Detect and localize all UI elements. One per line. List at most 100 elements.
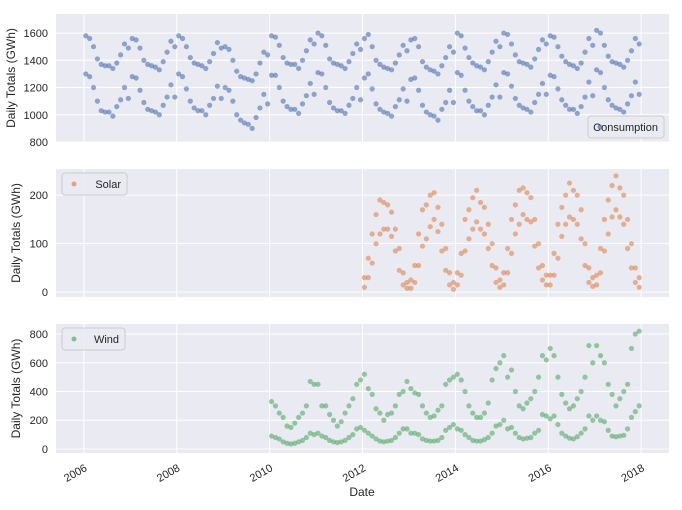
data-point bbox=[334, 108, 340, 114]
data-point bbox=[323, 434, 329, 441]
data-point bbox=[365, 31, 371, 38]
data-point bbox=[400, 388, 406, 395]
data-point bbox=[524, 216, 530, 223]
data-point bbox=[493, 265, 499, 271]
data-point bbox=[303, 403, 309, 409]
data-point bbox=[319, 403, 325, 409]
data-point bbox=[334, 423, 340, 429]
data-point bbox=[307, 80, 313, 87]
data-point bbox=[636, 41, 642, 47]
data-point bbox=[199, 108, 205, 114]
data-point bbox=[276, 42, 282, 48]
data-point bbox=[350, 95, 356, 102]
data-point bbox=[412, 35, 418, 42]
y-axis-label: Daily Totals (GWh) bbox=[9, 339, 23, 439]
data-point bbox=[605, 381, 611, 387]
data-point bbox=[299, 101, 306, 107]
data-point bbox=[133, 37, 139, 43]
data-point bbox=[249, 78, 255, 84]
data-point bbox=[288, 106, 294, 112]
data-point bbox=[237, 117, 244, 123]
data-point bbox=[462, 216, 468, 223]
data-point bbox=[489, 94, 495, 100]
data-point bbox=[508, 367, 515, 373]
legend-marker bbox=[71, 181, 77, 187]
data-point bbox=[466, 434, 472, 441]
subplot-solar: 0 100 200 Daily Totals (GWh) Solar bbox=[9, 169, 669, 299]
data-point bbox=[470, 195, 476, 201]
data-point bbox=[609, 182, 615, 189]
data-point bbox=[493, 365, 499, 372]
data-point bbox=[594, 413, 600, 419]
data-point bbox=[284, 440, 290, 446]
data-point bbox=[574, 221, 580, 227]
data-point bbox=[485, 434, 491, 441]
data-point bbox=[454, 69, 460, 76]
legend-box bbox=[587, 115, 665, 139]
data-point bbox=[470, 437, 476, 443]
data-point bbox=[222, 84, 228, 91]
data-point bbox=[597, 69, 604, 76]
data-point bbox=[481, 437, 488, 443]
data-point bbox=[83, 33, 89, 39]
data-point bbox=[555, 44, 561, 50]
data-point bbox=[462, 388, 468, 395]
data-point bbox=[292, 106, 298, 112]
data-point bbox=[110, 113, 116, 119]
data-point bbox=[539, 37, 546, 43]
data-point bbox=[601, 360, 607, 366]
data-point bbox=[563, 221, 569, 227]
data-point bbox=[555, 421, 561, 428]
data-point bbox=[435, 437, 441, 443]
data-point bbox=[435, 407, 441, 413]
data-point bbox=[416, 391, 422, 397]
data-point bbox=[87, 35, 93, 42]
data-point bbox=[613, 173, 619, 179]
data-point bbox=[431, 413, 437, 419]
data-point bbox=[446, 377, 453, 383]
data-point bbox=[551, 74, 557, 80]
data-point bbox=[396, 52, 402, 58]
data-point bbox=[450, 286, 457, 292]
data-point bbox=[137, 45, 143, 51]
data-point bbox=[574, 192, 580, 198]
data-point bbox=[586, 79, 592, 85]
data-point bbox=[168, 82, 174, 88]
data-point bbox=[597, 30, 604, 36]
data-point bbox=[152, 64, 159, 70]
data-point bbox=[419, 243, 426, 249]
y-tick-label: 400 bbox=[30, 387, 48, 399]
data-point bbox=[319, 71, 325, 77]
data-point bbox=[172, 44, 178, 50]
data-point bbox=[350, 432, 356, 438]
data-point bbox=[508, 41, 515, 47]
data-point bbox=[516, 102, 522, 108]
data-point bbox=[578, 207, 584, 213]
data-point bbox=[563, 59, 569, 65]
data-point bbox=[361, 75, 368, 81]
data-point bbox=[323, 84, 329, 91]
data-point bbox=[377, 438, 383, 444]
data-point bbox=[381, 417, 387, 423]
data-point bbox=[528, 195, 534, 201]
data-point bbox=[458, 272, 464, 278]
data-point bbox=[570, 187, 577, 193]
data-point bbox=[481, 410, 488, 416]
data-point bbox=[280, 54, 286, 61]
data-point bbox=[222, 44, 228, 50]
data-point bbox=[404, 285, 410, 291]
data-point bbox=[520, 436, 526, 442]
data-point bbox=[423, 64, 429, 70]
data-point bbox=[276, 436, 282, 442]
data-point bbox=[520, 211, 526, 218]
data-point bbox=[435, 117, 441, 123]
data-point bbox=[474, 414, 480, 420]
data-point bbox=[106, 109, 112, 115]
data-point bbox=[559, 430, 565, 436]
legend-label: Solar bbox=[95, 179, 121, 191]
data-point bbox=[586, 279, 592, 286]
data-point bbox=[621, 64, 627, 70]
data-point bbox=[361, 371, 368, 377]
data-point bbox=[365, 71, 371, 77]
data-point bbox=[570, 403, 577, 409]
